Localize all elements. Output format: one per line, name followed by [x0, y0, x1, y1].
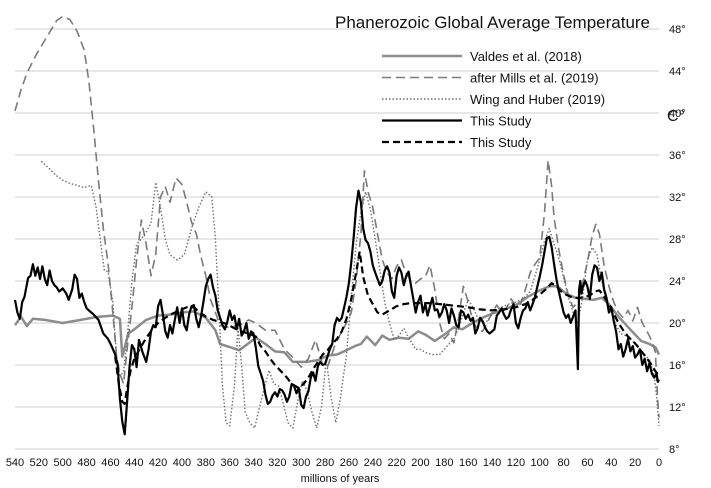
y-tick-40: 40° [669, 108, 686, 120]
x-tick-520: 520 [30, 457, 48, 469]
x-tick-140: 140 [483, 457, 501, 469]
y-tick-12: 12° [669, 402, 686, 414]
gridlines [15, 28, 659, 450]
y-tick-28: 28° [669, 234, 686, 246]
x-tick-340: 340 [244, 457, 262, 469]
x-tick-320: 320 [268, 457, 286, 469]
x-tick-360: 360 [220, 457, 238, 469]
legend-label-2: after Mills et al. (2019) [470, 71, 599, 86]
x-tick-240: 240 [364, 457, 382, 469]
x-tick-120: 120 [507, 457, 525, 469]
y-tick-labels: 8° 12° 16° 20° 24° 28° 32° 36° 40° 44° 48° [669, 24, 686, 456]
x-tick-40: 40 [605, 457, 617, 469]
x-tick-420: 420 [149, 457, 167, 469]
x-tick-100: 100 [531, 457, 549, 469]
legend: Valdes et al. (2018) after Mills et al. (… [382, 49, 605, 150]
x-tick-460: 460 [101, 457, 119, 469]
y-tick-24: 24° [669, 276, 686, 288]
series-line-1-valdes-et-al-2018 [13, 285, 661, 364]
x-tick-500: 500 [54, 457, 72, 469]
x-tick-60: 60 [581, 457, 593, 469]
y-tick-48: 48° [669, 24, 686, 36]
x-tick-480: 480 [77, 457, 95, 469]
series-lines [13, 15, 661, 436]
legend-label-1: Valdes et al. (2018) [470, 49, 582, 64]
x-tick-540: 540 [6, 457, 24, 469]
x-tick-300: 300 [292, 457, 310, 469]
x-tick-80: 80 [557, 457, 569, 469]
x-tick-160: 160 [459, 457, 477, 469]
chart-title: Phanerozoic Global Average Temperature [335, 13, 650, 32]
x-tick-400: 400 [173, 457, 191, 469]
x-tick-200: 200 [411, 457, 429, 469]
x-tick-380: 380 [197, 457, 215, 469]
x-tick-0: 0 [656, 457, 662, 469]
x-tick-220: 220 [387, 457, 405, 469]
legend-label-3: Wing and Huber (2019) [470, 92, 605, 107]
x-tick-440: 440 [125, 457, 143, 469]
y-tick-20: 20° [669, 318, 686, 330]
y-tick-8: 8° [669, 444, 680, 456]
series-line-2-after-mills-et-al-2019 [14, 15, 660, 418]
x-tick-260: 260 [340, 457, 358, 469]
y-tick-36: 36° [669, 150, 686, 162]
x-tick-280: 280 [316, 457, 334, 469]
x-tick-20: 20 [629, 457, 641, 469]
series-line-4-this-study [13, 189, 660, 436]
x-tick-180: 180 [435, 457, 453, 469]
x-axis-label: millions of years [301, 473, 380, 485]
y-axis-label: C° [667, 108, 685, 125]
y-tick-32: 32° [669, 192, 686, 204]
x-tick-labels: 540 520 500 480 460 440 420 400 380 360 340 320 300 2… [6, 457, 662, 469]
legend-label-5: This Study [470, 135, 532, 150]
series-line-5-this-study [114, 250, 660, 405]
y-tick-44: 44° [669, 66, 686, 78]
legend-label-4: This Study [470, 114, 532, 129]
y-tick-16: 16° [669, 360, 686, 372]
